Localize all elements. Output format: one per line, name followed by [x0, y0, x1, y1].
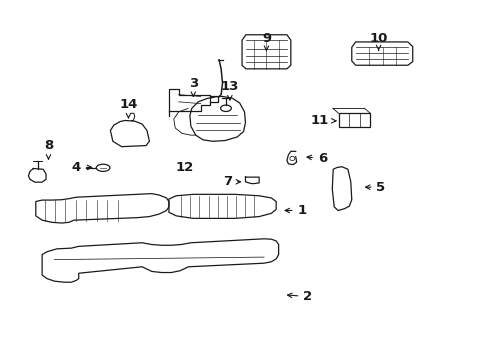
Text: 7: 7 [223, 175, 240, 188]
Text: 11: 11 [310, 114, 335, 127]
Text: 14: 14 [119, 98, 137, 118]
Text: 10: 10 [368, 32, 387, 50]
Text: 1: 1 [285, 204, 306, 217]
Text: 5: 5 [365, 181, 385, 194]
Text: 3: 3 [188, 77, 198, 96]
Text: 6: 6 [306, 152, 326, 165]
Text: 2: 2 [287, 290, 312, 303]
Text: 4: 4 [72, 161, 92, 174]
Text: 9: 9 [262, 32, 270, 51]
Text: 13: 13 [220, 80, 239, 100]
Text: 8: 8 [44, 139, 53, 159]
Text: 12: 12 [176, 161, 194, 174]
